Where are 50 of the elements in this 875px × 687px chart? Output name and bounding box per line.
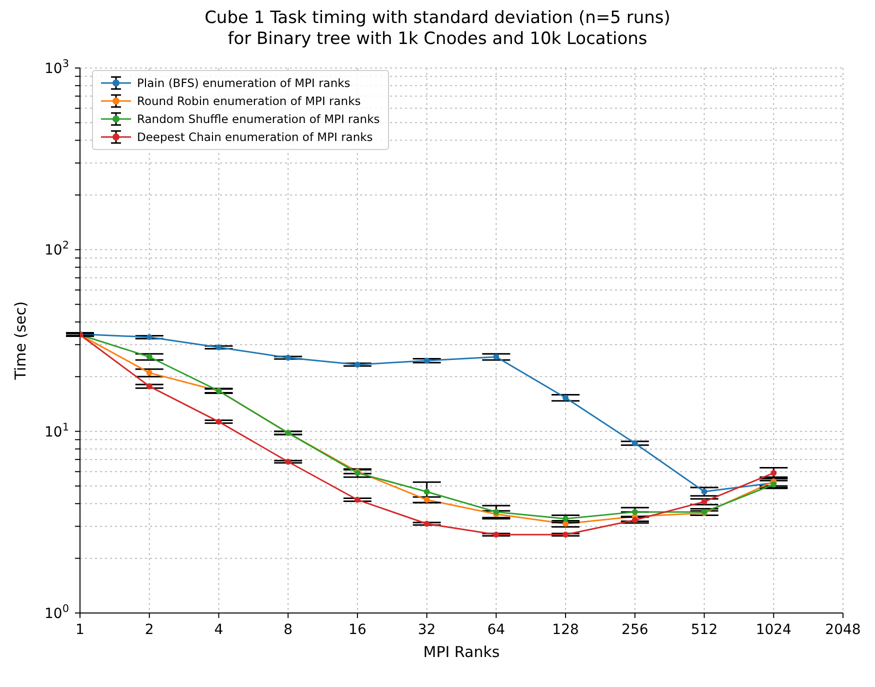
- x-tick-label: 16: [348, 622, 366, 638]
- legend-label: Round Robin enumeration of MPI ranks: [137, 94, 361, 108]
- x-tick-label: 128: [552, 622, 579, 638]
- point: [285, 458, 292, 465]
- point: [216, 418, 222, 425]
- point: [493, 508, 500, 515]
- point: [285, 354, 292, 361]
- y-tick-label: 10$^{2}$: [44, 240, 69, 259]
- point: [701, 488, 708, 495]
- y-axis-title: Time (sec): [11, 301, 30, 381]
- point: [424, 358, 430, 364]
- point: [562, 520, 569, 527]
- point: [146, 354, 152, 360]
- x-tick-label: 512: [690, 622, 718, 638]
- y-tick-label: 10$^{3}$: [44, 58, 69, 77]
- x-tick-label: 64: [487, 622, 506, 638]
- x-tick-label: 1: [76, 622, 84, 638]
- point: [562, 516, 569, 522]
- x-tick-label: 32: [418, 622, 436, 638]
- legend-label: Deepest Chain enumeration of MPI ranks: [137, 130, 373, 144]
- point: [424, 496, 430, 503]
- point: [146, 383, 152, 390]
- point: [562, 394, 569, 401]
- point: [146, 370, 152, 376]
- y-tick-label: 10$^{1}$: [44, 421, 69, 440]
- point: [493, 354, 500, 360]
- x-tick-label: 2: [144, 622, 154, 638]
- point: [770, 470, 777, 476]
- point: [216, 344, 222, 350]
- point: [632, 440, 638, 446]
- x-tick-label: 1024: [756, 622, 792, 638]
- x-tick-label: 8: [284, 622, 293, 638]
- point: [354, 362, 360, 368]
- legend-label: Random Shuffle enumeration of MPI ranks: [137, 112, 380, 126]
- point: [354, 496, 360, 503]
- point: [493, 532, 500, 538]
- point: [632, 508, 638, 515]
- x-tick-label: 4: [214, 622, 224, 638]
- y-tick-label: 10$^{0}$: [44, 603, 69, 622]
- x-axis-title: MPI Ranks: [423, 643, 500, 661]
- point: [562, 532, 569, 538]
- x-tick-label: 256: [622, 622, 648, 638]
- chart-title: Cube 1 Task timing with standard deviation (n=5 runs) for Binary tree with 1k Cnodes and 10k Locations: [204, 8, 672, 51]
- point: [146, 334, 152, 340]
- point: [632, 517, 638, 524]
- point: [424, 488, 430, 495]
- x-tick-label: 2048: [825, 622, 861, 638]
- point: [424, 520, 430, 527]
- point: [701, 498, 708, 505]
- legend-label: Plain (BFS) enumeration of MPI ranks: [137, 76, 350, 90]
